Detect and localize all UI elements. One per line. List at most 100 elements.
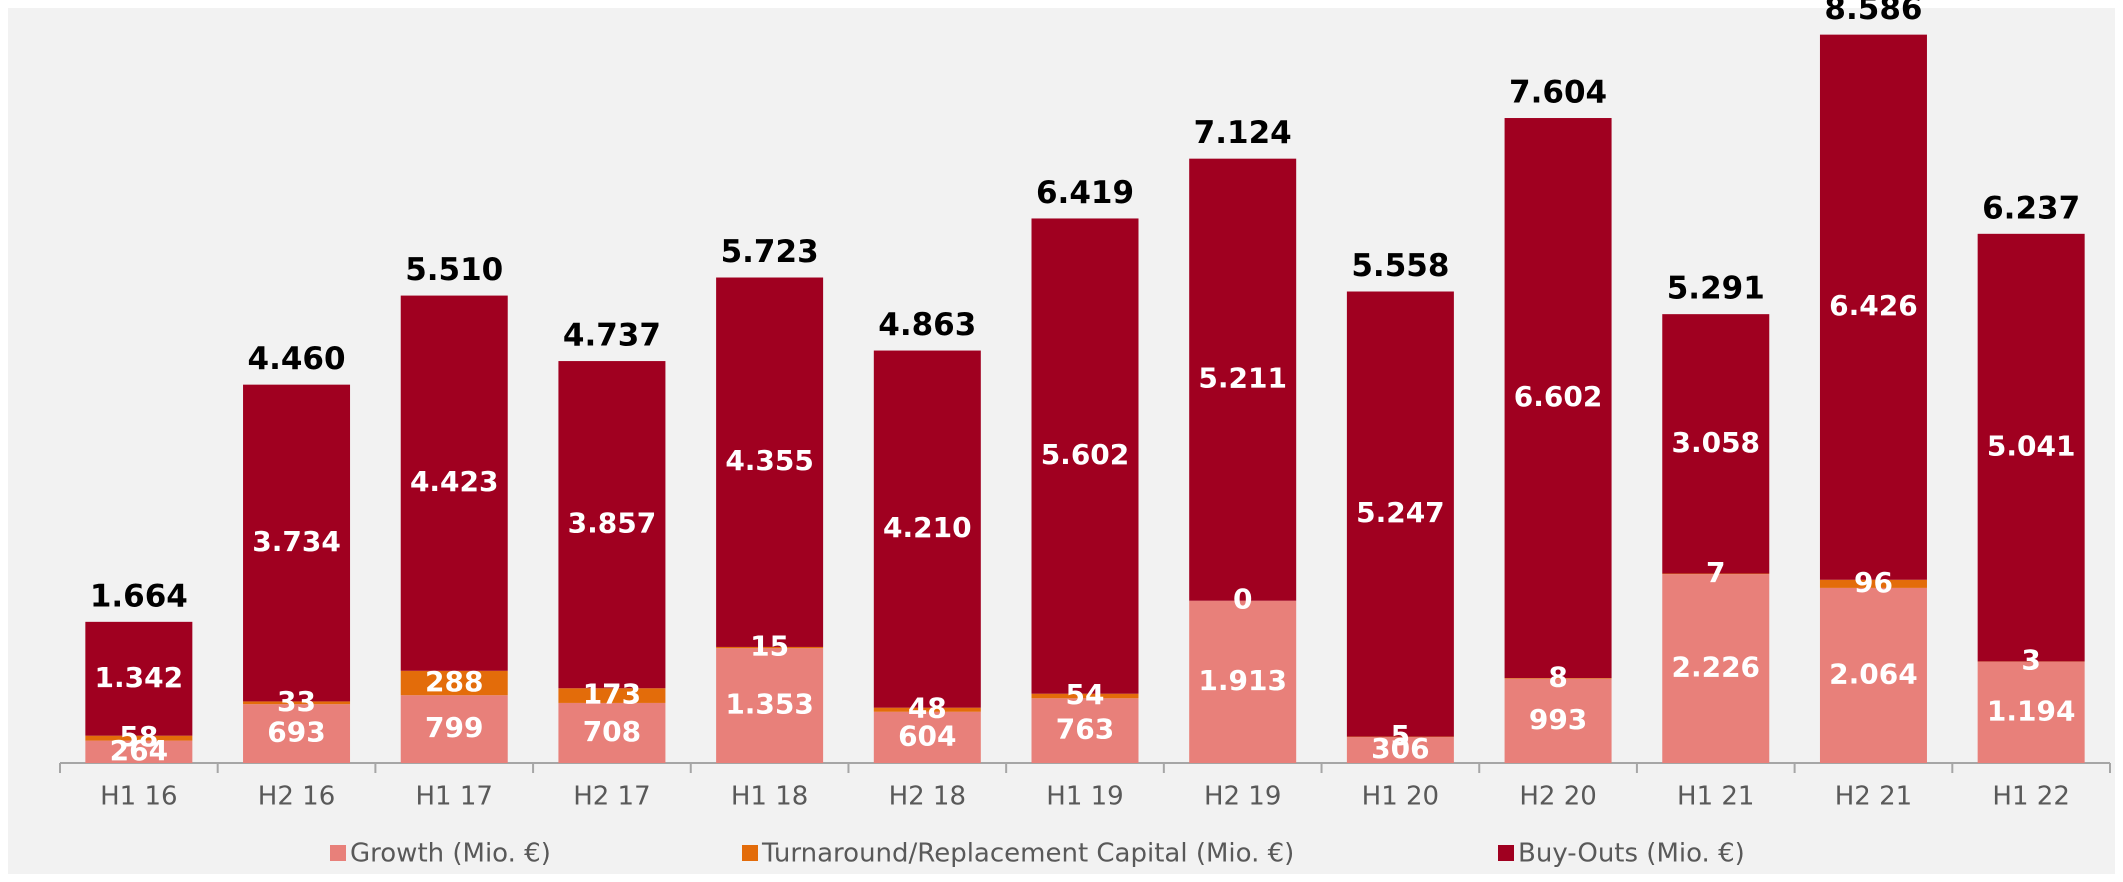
total-label: 5.291 <box>1667 271 1765 307</box>
x-tick-label: H2 21 <box>1835 782 1912 812</box>
x-tick-label: H1 18 <box>731 782 808 812</box>
x-tick-label: H2 19 <box>1204 782 1281 812</box>
bar-segment <box>1031 698 1139 763</box>
bar-segment <box>1504 678 1612 763</box>
bar-segment <box>716 277 824 647</box>
total-label: 4.863 <box>878 307 976 343</box>
data-label: 5 <box>1391 719 1410 752</box>
bar-segment <box>1346 737 1454 763</box>
data-label: 54 <box>1066 678 1105 711</box>
data-label: 264 <box>110 734 168 767</box>
data-label: 0 <box>1233 583 1252 616</box>
bar-segment <box>400 295 508 671</box>
data-label: 5.041 <box>1987 430 2076 463</box>
data-label: 96 <box>1854 566 1893 599</box>
total-label: 7.124 <box>1194 115 1292 151</box>
data-label: 1.342 <box>95 661 184 694</box>
data-label: 33 <box>277 685 316 718</box>
total-label: 5.558 <box>1351 248 1449 284</box>
legend-marker <box>742 845 758 861</box>
bar-segment <box>716 648 824 763</box>
bar-segment <box>558 361 666 689</box>
data-label: 3.734 <box>252 525 341 558</box>
bar-segment <box>1819 579 1927 588</box>
bar-segment <box>1662 314 1770 574</box>
data-label: 1.353 <box>725 688 814 721</box>
bar-segment <box>400 670 508 696</box>
data-label: 15 <box>750 630 789 663</box>
bar-segment <box>558 702 666 763</box>
x-tick-label: H1 20 <box>1362 782 1439 812</box>
bar-segment <box>873 707 981 712</box>
data-label: 288 <box>425 665 483 698</box>
x-tick-label: H1 19 <box>1046 782 1123 812</box>
bar-segment <box>85 740 193 763</box>
data-label: 2.226 <box>1671 651 1760 684</box>
data-label: 4.355 <box>725 444 814 477</box>
x-tick-label: H2 17 <box>573 782 650 812</box>
bar-segment <box>1977 661 2085 763</box>
data-label: 58 <box>119 720 158 753</box>
bar-segment <box>558 688 666 703</box>
bar-segment <box>243 384 351 702</box>
data-label: 3.058 <box>1671 426 1760 459</box>
x-tick-label: H2 16 <box>258 782 335 812</box>
data-label: 6.426 <box>1829 289 1918 322</box>
legend-label: Buy-Outs (Mio. €) <box>1518 839 1745 869</box>
total-label: 4.460 <box>248 341 346 377</box>
bar-segment <box>243 701 351 705</box>
bar-segment <box>1819 34 1927 580</box>
data-label: 5.247 <box>1356 496 1445 529</box>
x-tick-label: H2 20 <box>1519 782 1596 812</box>
data-label: 604 <box>898 719 956 752</box>
data-label: 306 <box>1371 732 1429 765</box>
total-label: 8.586 <box>1824 0 1922 27</box>
data-label: 693 <box>267 716 325 749</box>
x-tick-label: H1 16 <box>100 782 177 812</box>
bar-segment <box>1662 573 1770 575</box>
bar-segment <box>873 350 981 708</box>
total-label: 5.723 <box>721 234 819 270</box>
data-label: 799 <box>425 711 483 744</box>
data-label: 2.064 <box>1829 657 1918 690</box>
data-label: 3.857 <box>568 507 657 540</box>
x-tick-label: H2 18 <box>889 782 966 812</box>
data-label: 8 <box>1548 660 1567 693</box>
x-tick-label: H1 21 <box>1677 782 1754 812</box>
bar-segment <box>716 646 824 649</box>
total-label: 7.604 <box>1509 74 1607 110</box>
bar-segment <box>1189 600 1297 763</box>
bar-segment <box>1662 574 1770 763</box>
legend-label: Growth (Mio. €) <box>350 839 551 869</box>
bar-segment <box>85 621 193 736</box>
data-label: 1.194 <box>1987 694 2076 727</box>
x-tick-label: H1 22 <box>1992 782 2069 812</box>
bar-segment <box>1031 218 1139 694</box>
total-label: 5.510 <box>405 252 503 288</box>
bar-segment <box>1189 158 1297 601</box>
data-label: 1.913 <box>1198 664 1287 697</box>
bar-segment <box>1977 233 2085 662</box>
data-label: 708 <box>583 715 641 748</box>
data-label: 4.210 <box>883 511 972 544</box>
total-label: 6.419 <box>1036 175 1134 211</box>
data-label: 3 <box>2021 644 2040 677</box>
bar-segment <box>1819 587 1927 763</box>
bar-segment <box>243 704 351 763</box>
legend-label: Turnaround/Replacement Capital (Mio. €) <box>761 839 1294 869</box>
data-label: 763 <box>1056 713 1114 746</box>
bar-segment <box>1504 118 1612 679</box>
legend-marker <box>1498 845 1514 861</box>
total-label: 6.237 <box>1982 190 2080 226</box>
data-label: 6.602 <box>1514 380 1603 413</box>
bar-segment <box>85 735 193 741</box>
bar-segment <box>873 711 981 763</box>
bar-segment <box>400 695 508 763</box>
bar-segment <box>1031 693 1139 699</box>
bar-segment <box>1504 678 1612 679</box>
total-label: 4.737 <box>563 318 661 354</box>
data-label: 5.602 <box>1041 438 1130 471</box>
bar-segment <box>1346 291 1454 737</box>
data-label: 7 <box>1706 556 1725 589</box>
